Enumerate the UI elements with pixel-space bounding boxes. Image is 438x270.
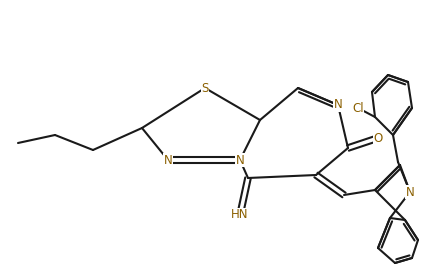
Text: O: O [373,131,382,144]
Text: Cl: Cl [351,102,363,114]
Text: S: S [201,82,208,94]
Text: N: N [163,154,172,167]
Text: N: N [405,185,413,198]
Text: N: N [235,154,244,167]
Text: HN: HN [231,208,248,221]
Text: N: N [333,99,342,112]
